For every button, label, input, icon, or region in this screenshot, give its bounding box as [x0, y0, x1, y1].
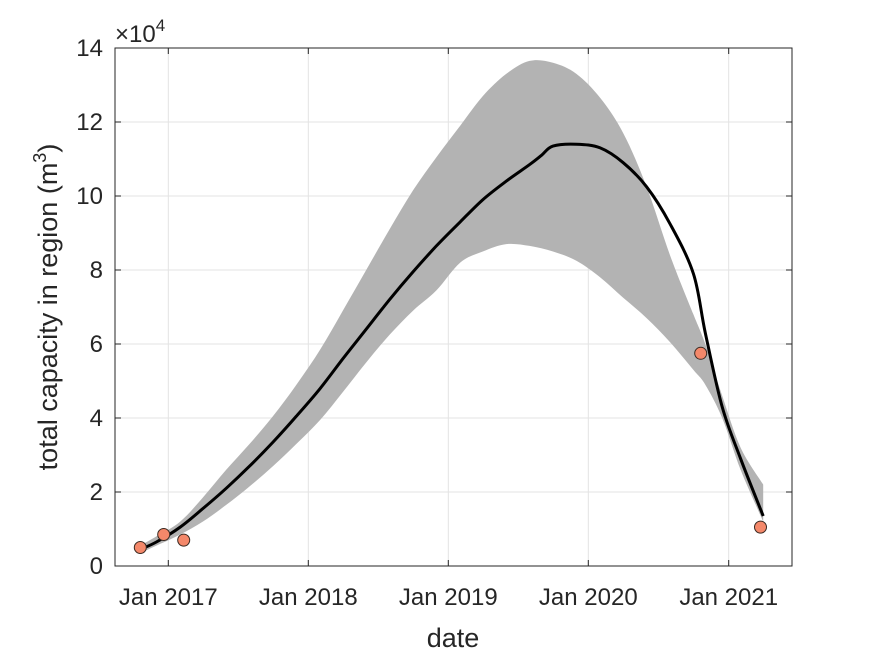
y-axis-label-unit-close: )	[33, 144, 63, 153]
x-tick-label-1: Jan 2018	[259, 584, 358, 611]
y-tick-label-2: 4	[90, 405, 103, 432]
data-point-2	[177, 533, 191, 547]
data-point-1	[157, 528, 171, 541]
observed-points	[133, 346, 767, 554]
y-multiplier-base: ×10	[115, 21, 156, 48]
y-tick-label-4: 8	[90, 257, 103, 284]
y-tick-label-6: 12	[76, 109, 103, 136]
confidence-band	[140, 60, 764, 554]
x-tick-label-4: Jan 2021	[679, 584, 778, 611]
data-point-0	[133, 541, 147, 554]
data-point-3	[694, 346, 708, 360]
y-tick-label-5: 10	[76, 183, 103, 210]
data-point-4	[754, 520, 767, 534]
x-tick-label-3: Jan 2020	[539, 584, 638, 611]
x-axis-ticks: Jan 2017 Jan 2018 Jan 2019 Jan 2020 Jan 2021	[119, 48, 778, 611]
y-tick-label-1: 2	[90, 479, 103, 506]
x-tick-label-0: Jan 2017	[119, 584, 218, 611]
y-axis-label: total capacity in region (m3)	[30, 144, 63, 471]
y-axis-ticks: 0 2 4 6 8 10 12 14	[76, 35, 792, 580]
x-axis-label: date	[427, 623, 480, 653]
y-tick-label-0: 0	[90, 553, 103, 580]
mean-line	[139, 142, 765, 551]
y-tick-label-7: 14	[76, 35, 103, 62]
y-tick-label-3: 6	[90, 331, 103, 358]
y-multiplier: ×104	[115, 16, 165, 48]
x-tick-label-2: Jan 2019	[399, 584, 498, 611]
y-axis-label-unit-exp: 3	[30, 153, 50, 163]
y-axis-label-gap	[33, 194, 63, 202]
plot-frame	[114, 47, 793, 567]
y-axis-label-main: total capacity in region	[33, 202, 63, 471]
y-multiplier-exp: 4	[156, 16, 165, 35]
y-axis-label-unit: (m	[33, 163, 63, 194]
